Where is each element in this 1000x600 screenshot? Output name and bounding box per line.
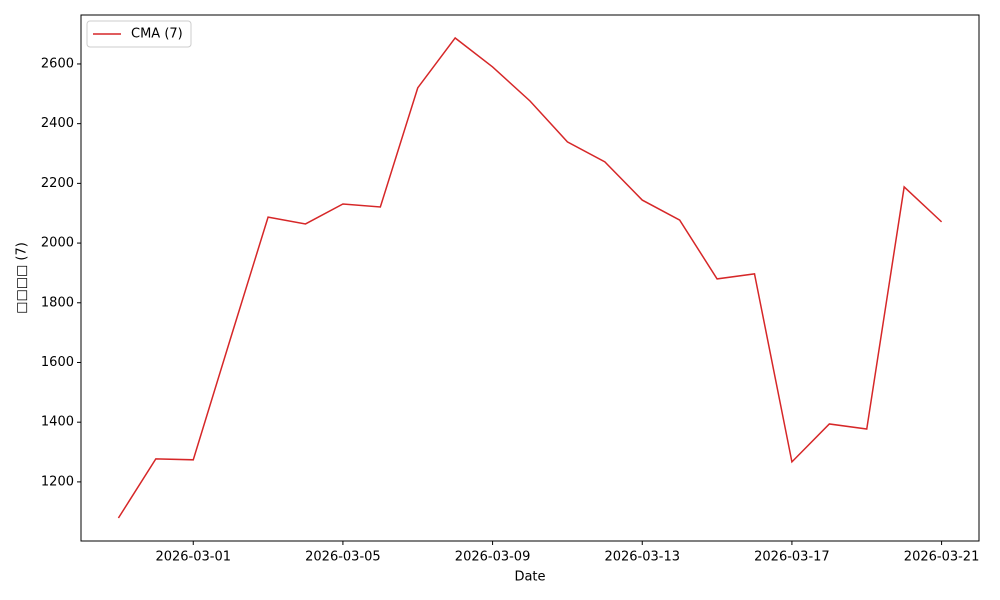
x-axis-label: Date: [514, 570, 545, 585]
axes-frame: [80, 14, 980, 542]
y-tick-label: 2400: [41, 116, 74, 131]
x-tick-label: 2026-03-05: [305, 550, 381, 565]
y-tick-label: 1600: [41, 355, 74, 370]
legend-label: CMA (7): [131, 27, 183, 42]
y-tick-label: 2200: [41, 176, 74, 191]
x-tick-label: 2026-03-13: [604, 550, 680, 565]
y-tick-label: 2600: [41, 56, 74, 71]
legend-box: [86, 20, 192, 48]
x-tick-label: 2026-03-17: [754, 550, 830, 565]
x-tick-label: 2026-03-21: [904, 550, 980, 565]
line: [117, 36, 943, 519]
x-tick-label: 2026-03-01: [155, 550, 231, 565]
y-tick-label: 1800: [41, 295, 74, 310]
x-tick-label: 2026-03-09: [455, 550, 531, 565]
y-tick-label: 2000: [41, 236, 74, 251]
y-axis-label: □□□□ (7): [15, 242, 30, 314]
y-tick-label: 1400: [41, 415, 74, 430]
y-tick-label: 1200: [41, 474, 74, 489]
